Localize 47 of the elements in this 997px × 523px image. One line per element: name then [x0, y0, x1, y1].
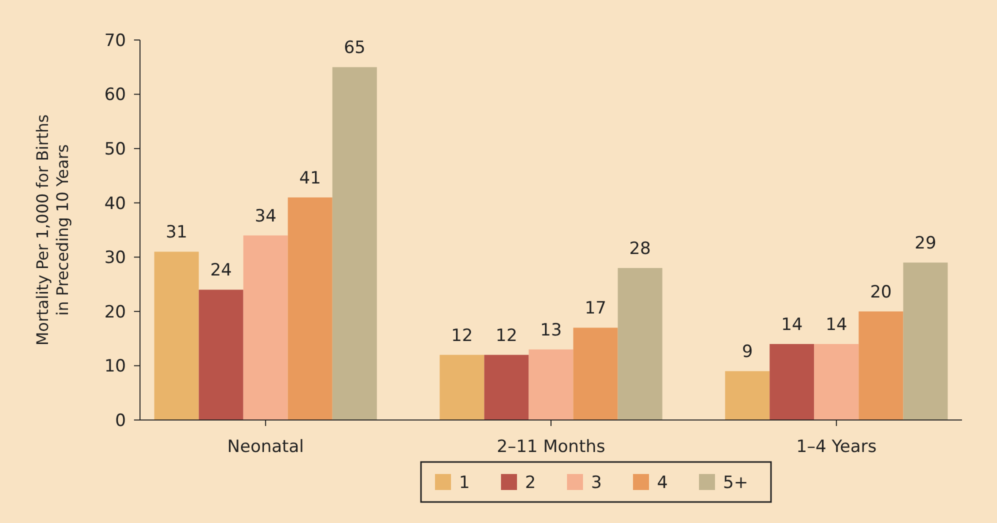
- bar: [618, 268, 662, 420]
- x-tick-label: Neonatal: [227, 437, 304, 457]
- data-label: 31: [166, 222, 188, 243]
- y-tick-label: 0: [115, 410, 126, 431]
- data-label: 28: [629, 239, 651, 259]
- y-tick-label: 10: [104, 356, 126, 377]
- legend-label: 1: [459, 472, 470, 493]
- data-label: 29: [914, 234, 936, 254]
- data-label: 12: [451, 326, 473, 346]
- legend-label: 3: [591, 472, 602, 493]
- data-label: 12: [496, 326, 518, 346]
- legend-label: 4: [657, 472, 668, 493]
- bar: [770, 344, 814, 420]
- data-label: 14: [781, 315, 803, 335]
- data-label: 34: [254, 206, 276, 226]
- bar: [814, 344, 859, 420]
- bar: [332, 67, 377, 420]
- data-label: 13: [540, 320, 562, 340]
- bar: [573, 328, 618, 420]
- bar: [484, 354, 529, 420]
- data-label: 14: [826, 315, 848, 335]
- y-tick-label: 40: [104, 194, 126, 214]
- bar: [440, 354, 484, 420]
- legend-label: 2: [525, 472, 536, 493]
- x-tick-label: 1–4 Years: [796, 437, 877, 457]
- y-tick-label: 50: [104, 140, 126, 160]
- legend-label: 5+: [723, 472, 748, 493]
- y-tick-label: 30: [104, 248, 126, 268]
- y-tick-label: 60: [104, 85, 126, 106]
- data-label: 41: [299, 168, 321, 188]
- bar: [725, 371, 770, 420]
- data-label: 24: [210, 260, 232, 281]
- y-tick-label: 20: [104, 302, 126, 322]
- data-label: 20: [870, 282, 892, 302]
- x-tick-label: 2–11 Months: [496, 437, 606, 457]
- bar: [903, 262, 948, 420]
- bar: [154, 252, 199, 420]
- data-label: 65: [344, 38, 366, 58]
- bar: [288, 197, 332, 420]
- bar: [528, 349, 574, 420]
- bar: [243, 235, 288, 420]
- data-label: 9: [742, 342, 753, 362]
- y-axis-title: Mortality Per 1,000 for Births in Preceding 10 Years: [33, 114, 72, 346]
- y-tick-label: 70: [104, 30, 126, 51]
- bar: [858, 311, 904, 420]
- data-label: 17: [584, 298, 606, 319]
- bar: [198, 290, 244, 420]
